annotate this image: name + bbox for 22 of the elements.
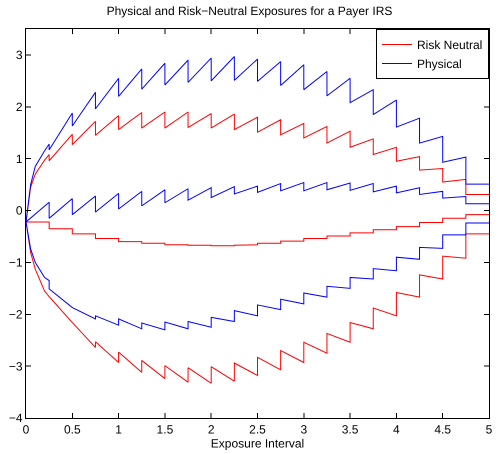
y-tick-label: −4 bbox=[8, 411, 23, 426]
x-tick-label: 1 bbox=[115, 422, 122, 436]
x-tick-label: 3 bbox=[300, 422, 308, 436]
x-tick-label: 3.5 bbox=[342, 422, 359, 436]
x-tick-label: 0.5 bbox=[64, 422, 81, 436]
y-tick-label: 2 bbox=[16, 100, 23, 114]
y-tick-label: −1 bbox=[8, 256, 23, 270]
legend-label: Risk Neutral bbox=[417, 38, 482, 52]
legend-label: Physical bbox=[417, 57, 462, 72]
x-tick-label: 5 bbox=[486, 422, 493, 436]
x-axis-title: Exposure Interval bbox=[210, 436, 304, 450]
y-tick-label: −3 bbox=[8, 359, 23, 374]
x-tick-label: 2.5 bbox=[249, 422, 266, 436]
x-tick-label: 2 bbox=[208, 422, 215, 436]
y-tick-label: 0 bbox=[16, 204, 23, 218]
y-tick-label: −2 bbox=[8, 307, 23, 322]
x-tick-label: 4.5 bbox=[434, 422, 452, 436]
chart-title: Physical and Risk−Neutral Exposures for a Payer IRS bbox=[106, 4, 392, 18]
x-tick-label: 1.5 bbox=[156, 422, 174, 436]
y-tick-label: 3 bbox=[16, 48, 23, 62]
y-tick-label: 1 bbox=[16, 152, 23, 166]
x-tick-label: 4 bbox=[393, 422, 400, 436]
